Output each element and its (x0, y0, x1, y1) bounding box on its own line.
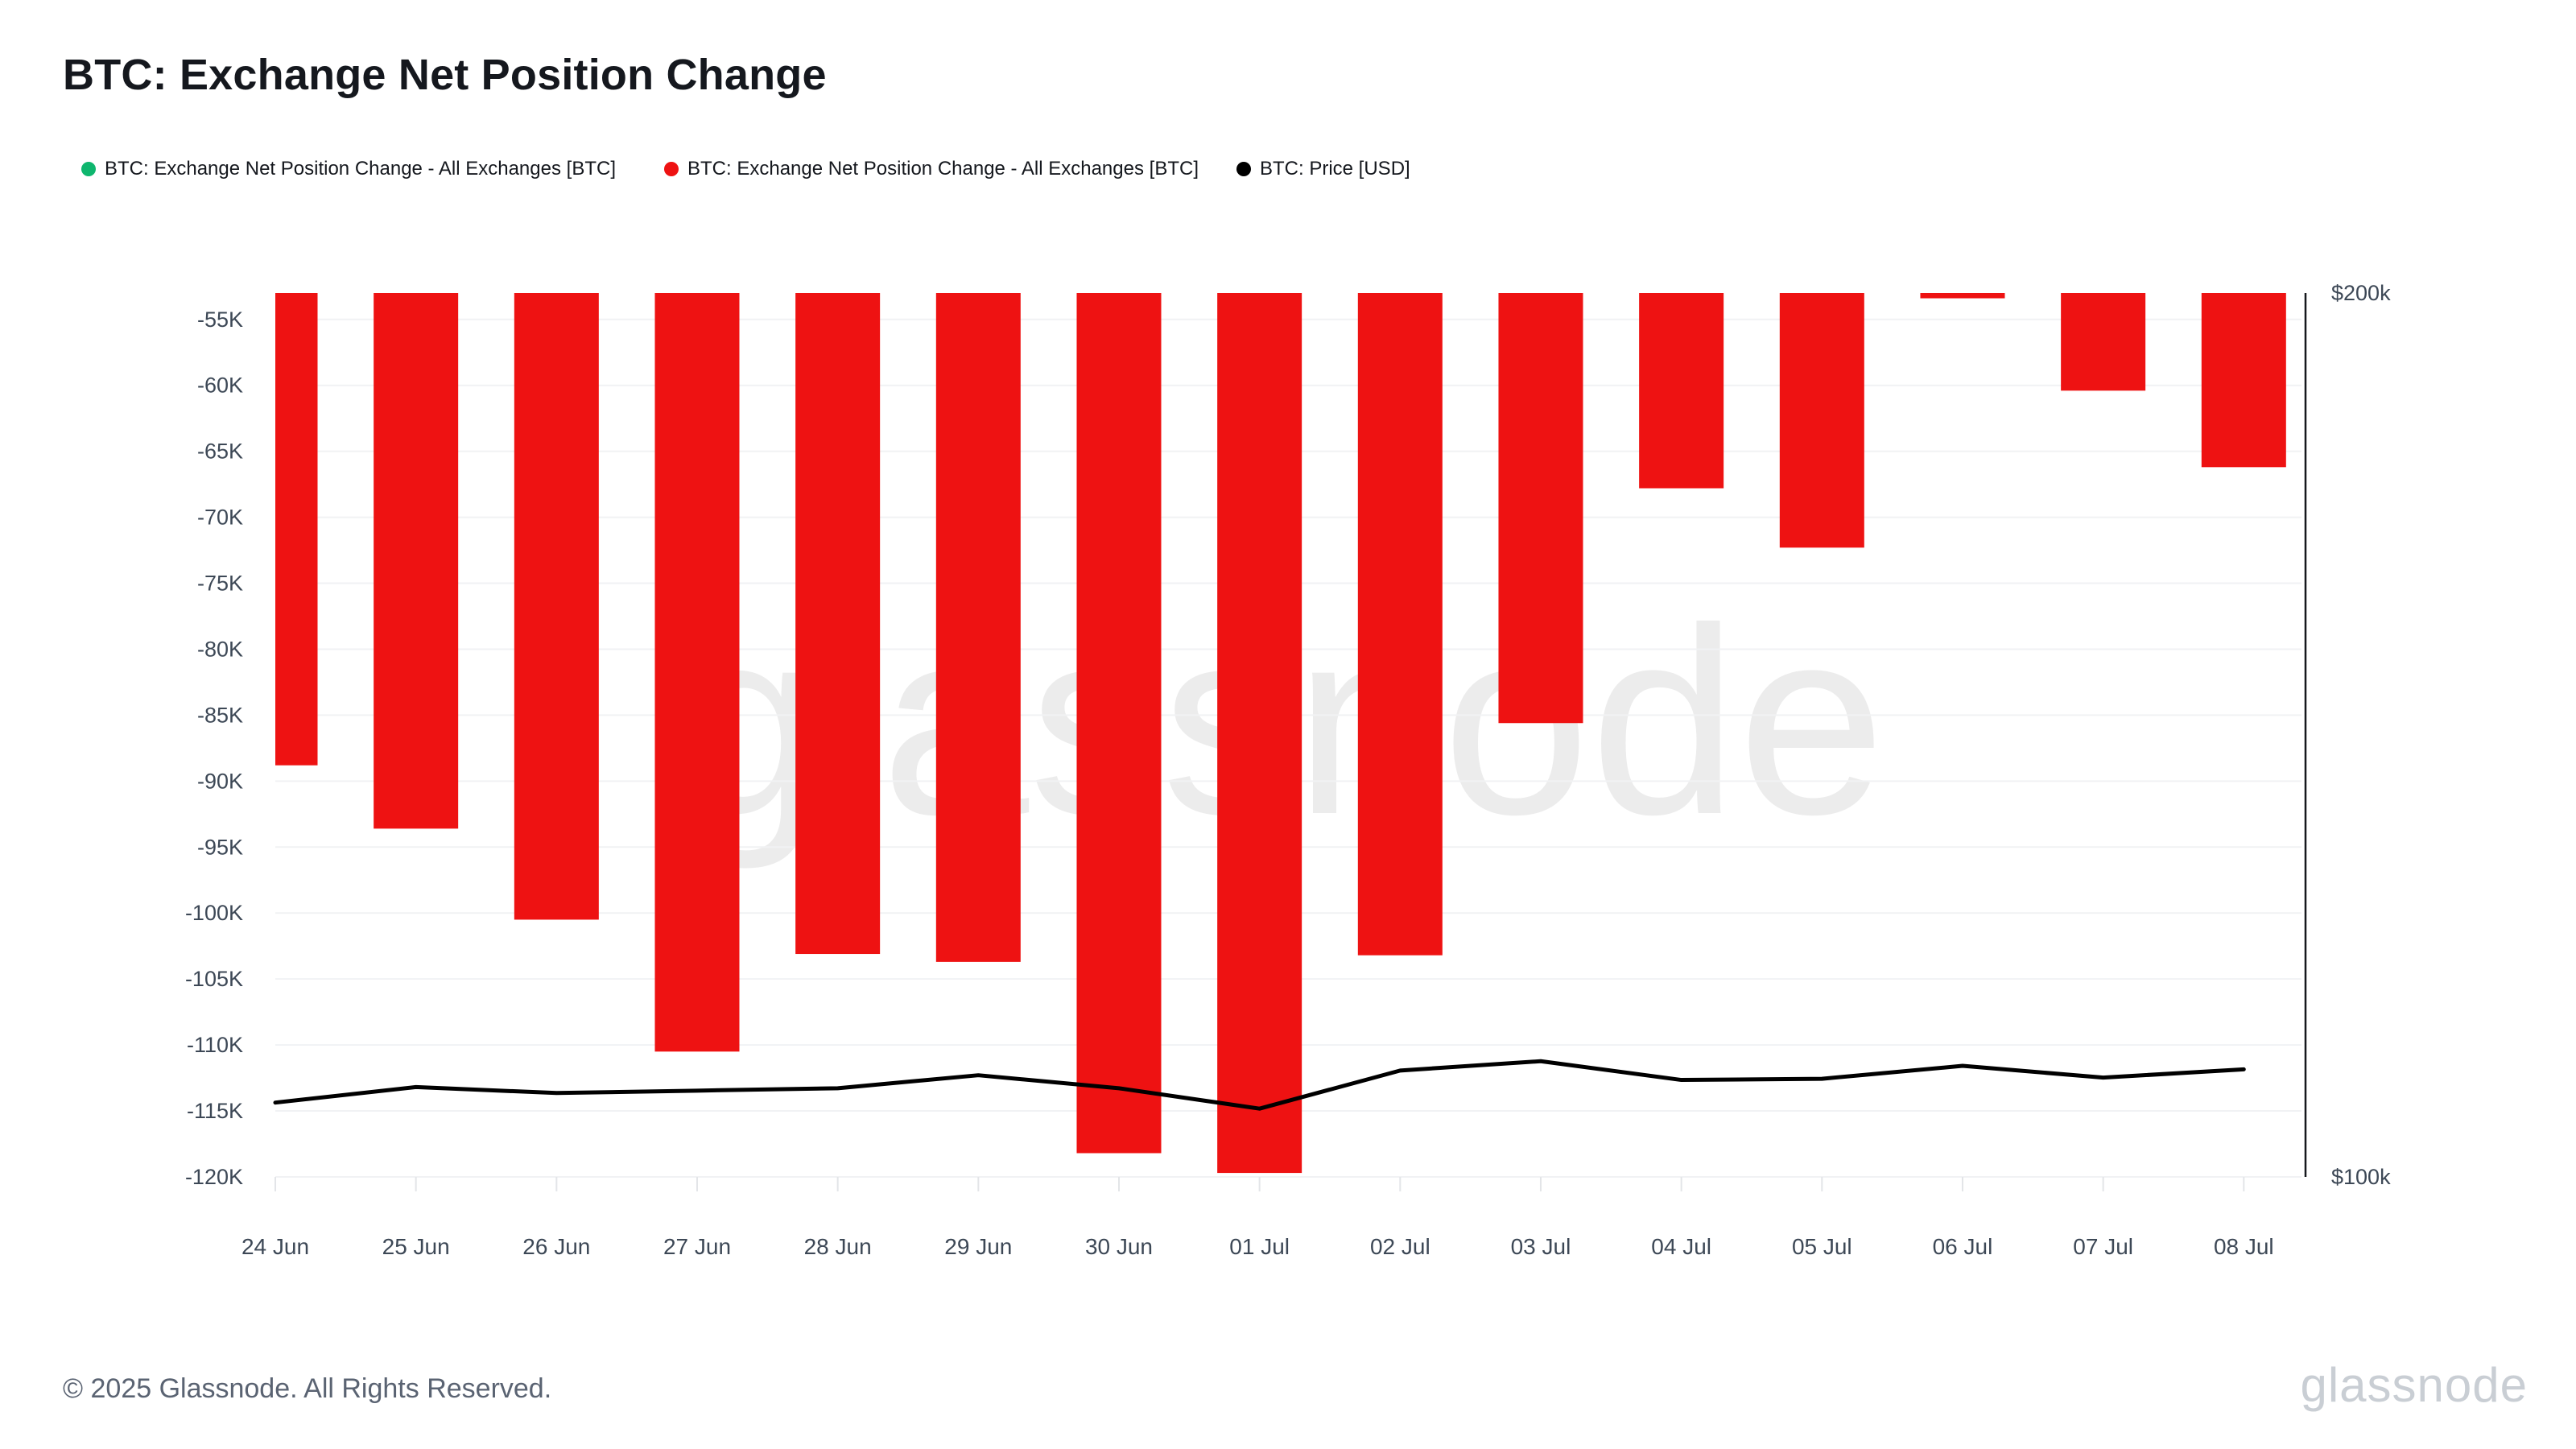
x-axis-label: 26 Jun (522, 1234, 590, 1259)
y-axis-label-right: $200k (2331, 281, 2391, 305)
copyright-text: © 2025 Glassnode. All Rights Reserved. (63, 1373, 552, 1404)
bar-01-jul[interactable] (1217, 293, 1302, 1174)
y-axis-label-left: -85K (197, 703, 243, 727)
x-axis-label: 29 Jun (944, 1234, 1012, 1259)
y-axis-label-left: -120K (185, 1165, 243, 1189)
legend-label: BTC: Exchange Net Position Change - All … (687, 158, 1199, 180)
y-axis-label-left: -110K (187, 1033, 243, 1057)
x-axis-label: 27 Jun (663, 1234, 731, 1259)
x-axis-label: 28 Jun (804, 1234, 872, 1259)
y-axis-label-left: -70K (197, 506, 243, 530)
legend-item-price[interactable]: BTC: Price [USD] (1236, 156, 1410, 182)
x-axis-label: 04 Jul (1651, 1234, 1711, 1259)
x-axis-label: 25 Jun (382, 1234, 450, 1259)
bar-05-jul[interactable] (1779, 293, 1864, 548)
bar-06-jul[interactable] (1920, 293, 2005, 299)
x-axis-label: 06 Jul (1933, 1234, 1993, 1259)
legend-item-net-position-green[interactable]: BTC: Exchange Net Position Change - All … (81, 156, 616, 182)
x-axis-label: 02 Jul (1370, 1234, 1430, 1259)
bar-02-jul[interactable] (1357, 293, 1443, 956)
x-axis-label: 05 Jul (1792, 1234, 1852, 1259)
x-axis-label: 30 Jun (1085, 1234, 1153, 1259)
bar-30-jun[interactable] (1076, 293, 1162, 1154)
bar-29-jun[interactable] (935, 293, 1021, 962)
x-axis-label: 08 Jul (2214, 1234, 2274, 1259)
legend-label: BTC: Exchange Net Position Change - All … (105, 158, 616, 180)
y-axis-label-left: -75K (197, 572, 243, 596)
page-title: BTC: Exchange Net Position Change (63, 51, 827, 99)
y-axis-label-left: -80K (197, 637, 243, 661)
y-axis-label-left: -95K (197, 835, 243, 859)
legend-dot-icon (1236, 162, 1251, 176)
legend-dot-icon (81, 162, 96, 176)
legend-item-net-position-red[interactable]: BTC: Exchange Net Position Change - All … (664, 156, 1199, 182)
legend-label: BTC: Price [USD] (1260, 158, 1410, 180)
glassnode-logo: glassnode (2300, 1358, 2528, 1412)
bar-04-jul[interactable] (1639, 293, 1724, 489)
y-axis-label-left: -55K (197, 308, 243, 332)
x-axis-label: 24 Jun (242, 1234, 309, 1259)
x-axis-label: 01 Jul (1229, 1234, 1290, 1259)
bar-08-jul[interactable] (2201, 293, 2286, 468)
bar-07-jul[interactable] (2061, 293, 2146, 391)
bar-26-jun[interactable] (514, 293, 599, 920)
legend-dot-icon (664, 162, 679, 176)
y-axis-label-left: -115K (187, 1099, 243, 1123)
bar-25-jun[interactable] (374, 293, 459, 829)
x-axis-label: 03 Jul (1511, 1234, 1571, 1259)
y-axis-label-left: -60K (197, 374, 243, 398)
bar-03-jul[interactable] (1498, 293, 1583, 724)
bar-27-jun[interactable] (654, 293, 740, 1052)
x-axis-label: 07 Jul (2073, 1234, 2133, 1259)
bar-28-jun[interactable] (795, 293, 881, 955)
y-axis-label-left: -100K (185, 901, 243, 925)
y-axis-label-right: $100k (2331, 1165, 2391, 1189)
price-line[interactable] (273, 1059, 2246, 1111)
y-axis-label-left: -90K (197, 769, 243, 793)
bar-24-jun[interactable] (275, 293, 318, 766)
y-axis-label-left: -105K (185, 967, 243, 991)
y-axis-label-left: -65K (197, 440, 243, 464)
